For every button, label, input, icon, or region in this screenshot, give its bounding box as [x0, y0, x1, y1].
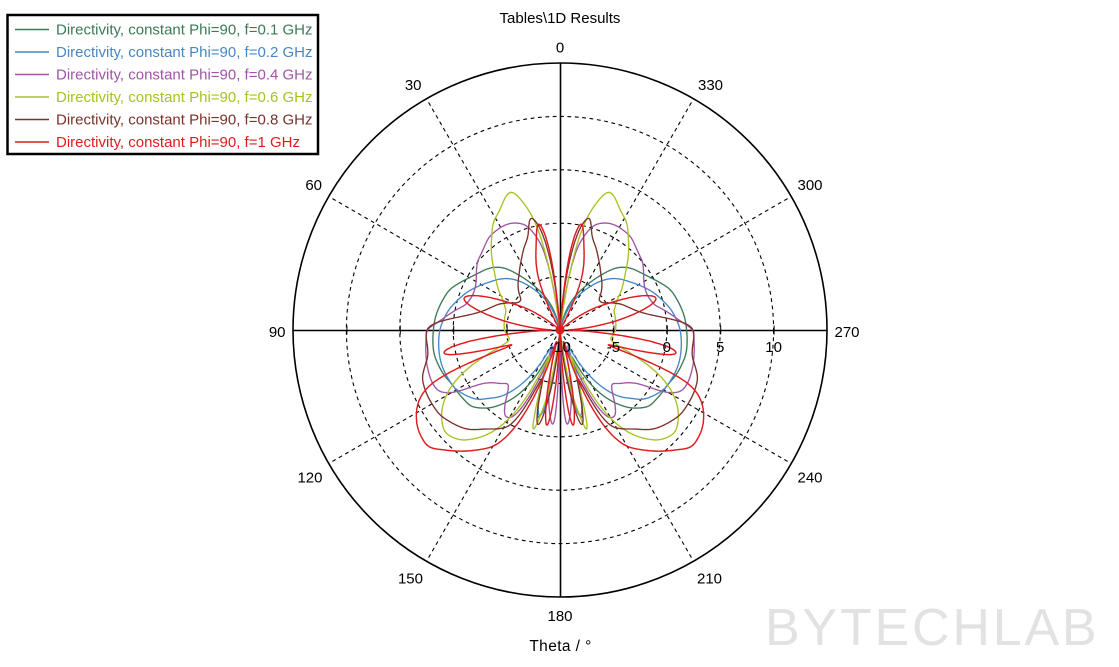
- svg-text:240: 240: [798, 469, 823, 486]
- svg-text:270: 270: [835, 324, 860, 341]
- svg-text:Tables\1D Results: Tables\1D Results: [500, 10, 621, 27]
- svg-text:Directivity, constant Phi=90,: Directivity, constant Phi=90, f=0.6 GHz: [56, 89, 313, 106]
- svg-text:300: 300: [798, 177, 823, 194]
- svg-text:Directivity, constant Phi=90,: Directivity, constant Phi=90, f=1 GHz: [56, 134, 300, 151]
- svg-text:Directivity, constant Phi=90,: Directivity, constant Phi=90, f=0.8 GHz: [56, 111, 313, 128]
- svg-text:-10: -10: [549, 339, 571, 356]
- svg-text:60: 60: [305, 177, 322, 194]
- svg-text:330: 330: [698, 77, 723, 94]
- svg-text:120: 120: [297, 469, 322, 486]
- svg-text:Directivity, constant Phi=90,: Directivity, constant Phi=90, f=0.2 GHz: [56, 44, 313, 61]
- svg-text:BYTECHLAB: BYTECHLAB: [765, 599, 1099, 657]
- svg-text:Directivity, constant Phi=90,: Directivity, constant Phi=90, f=0.1 GHz: [56, 21, 313, 38]
- svg-text:Theta / °: Theta / °: [529, 638, 591, 655]
- svg-text:10: 10: [765, 339, 782, 356]
- svg-text:90: 90: [269, 324, 286, 341]
- svg-text:0: 0: [663, 339, 671, 356]
- svg-text:Directivity, constant Phi=90,: Directivity, constant Phi=90, f=0.4 GHz: [56, 66, 313, 83]
- svg-text:0: 0: [556, 39, 564, 56]
- svg-text:5: 5: [716, 339, 724, 356]
- svg-text:210: 210: [697, 570, 722, 587]
- svg-text:150: 150: [398, 570, 423, 587]
- svg-text:180: 180: [547, 608, 572, 625]
- svg-text:30: 30: [405, 77, 422, 94]
- svg-text:-5: -5: [607, 339, 620, 356]
